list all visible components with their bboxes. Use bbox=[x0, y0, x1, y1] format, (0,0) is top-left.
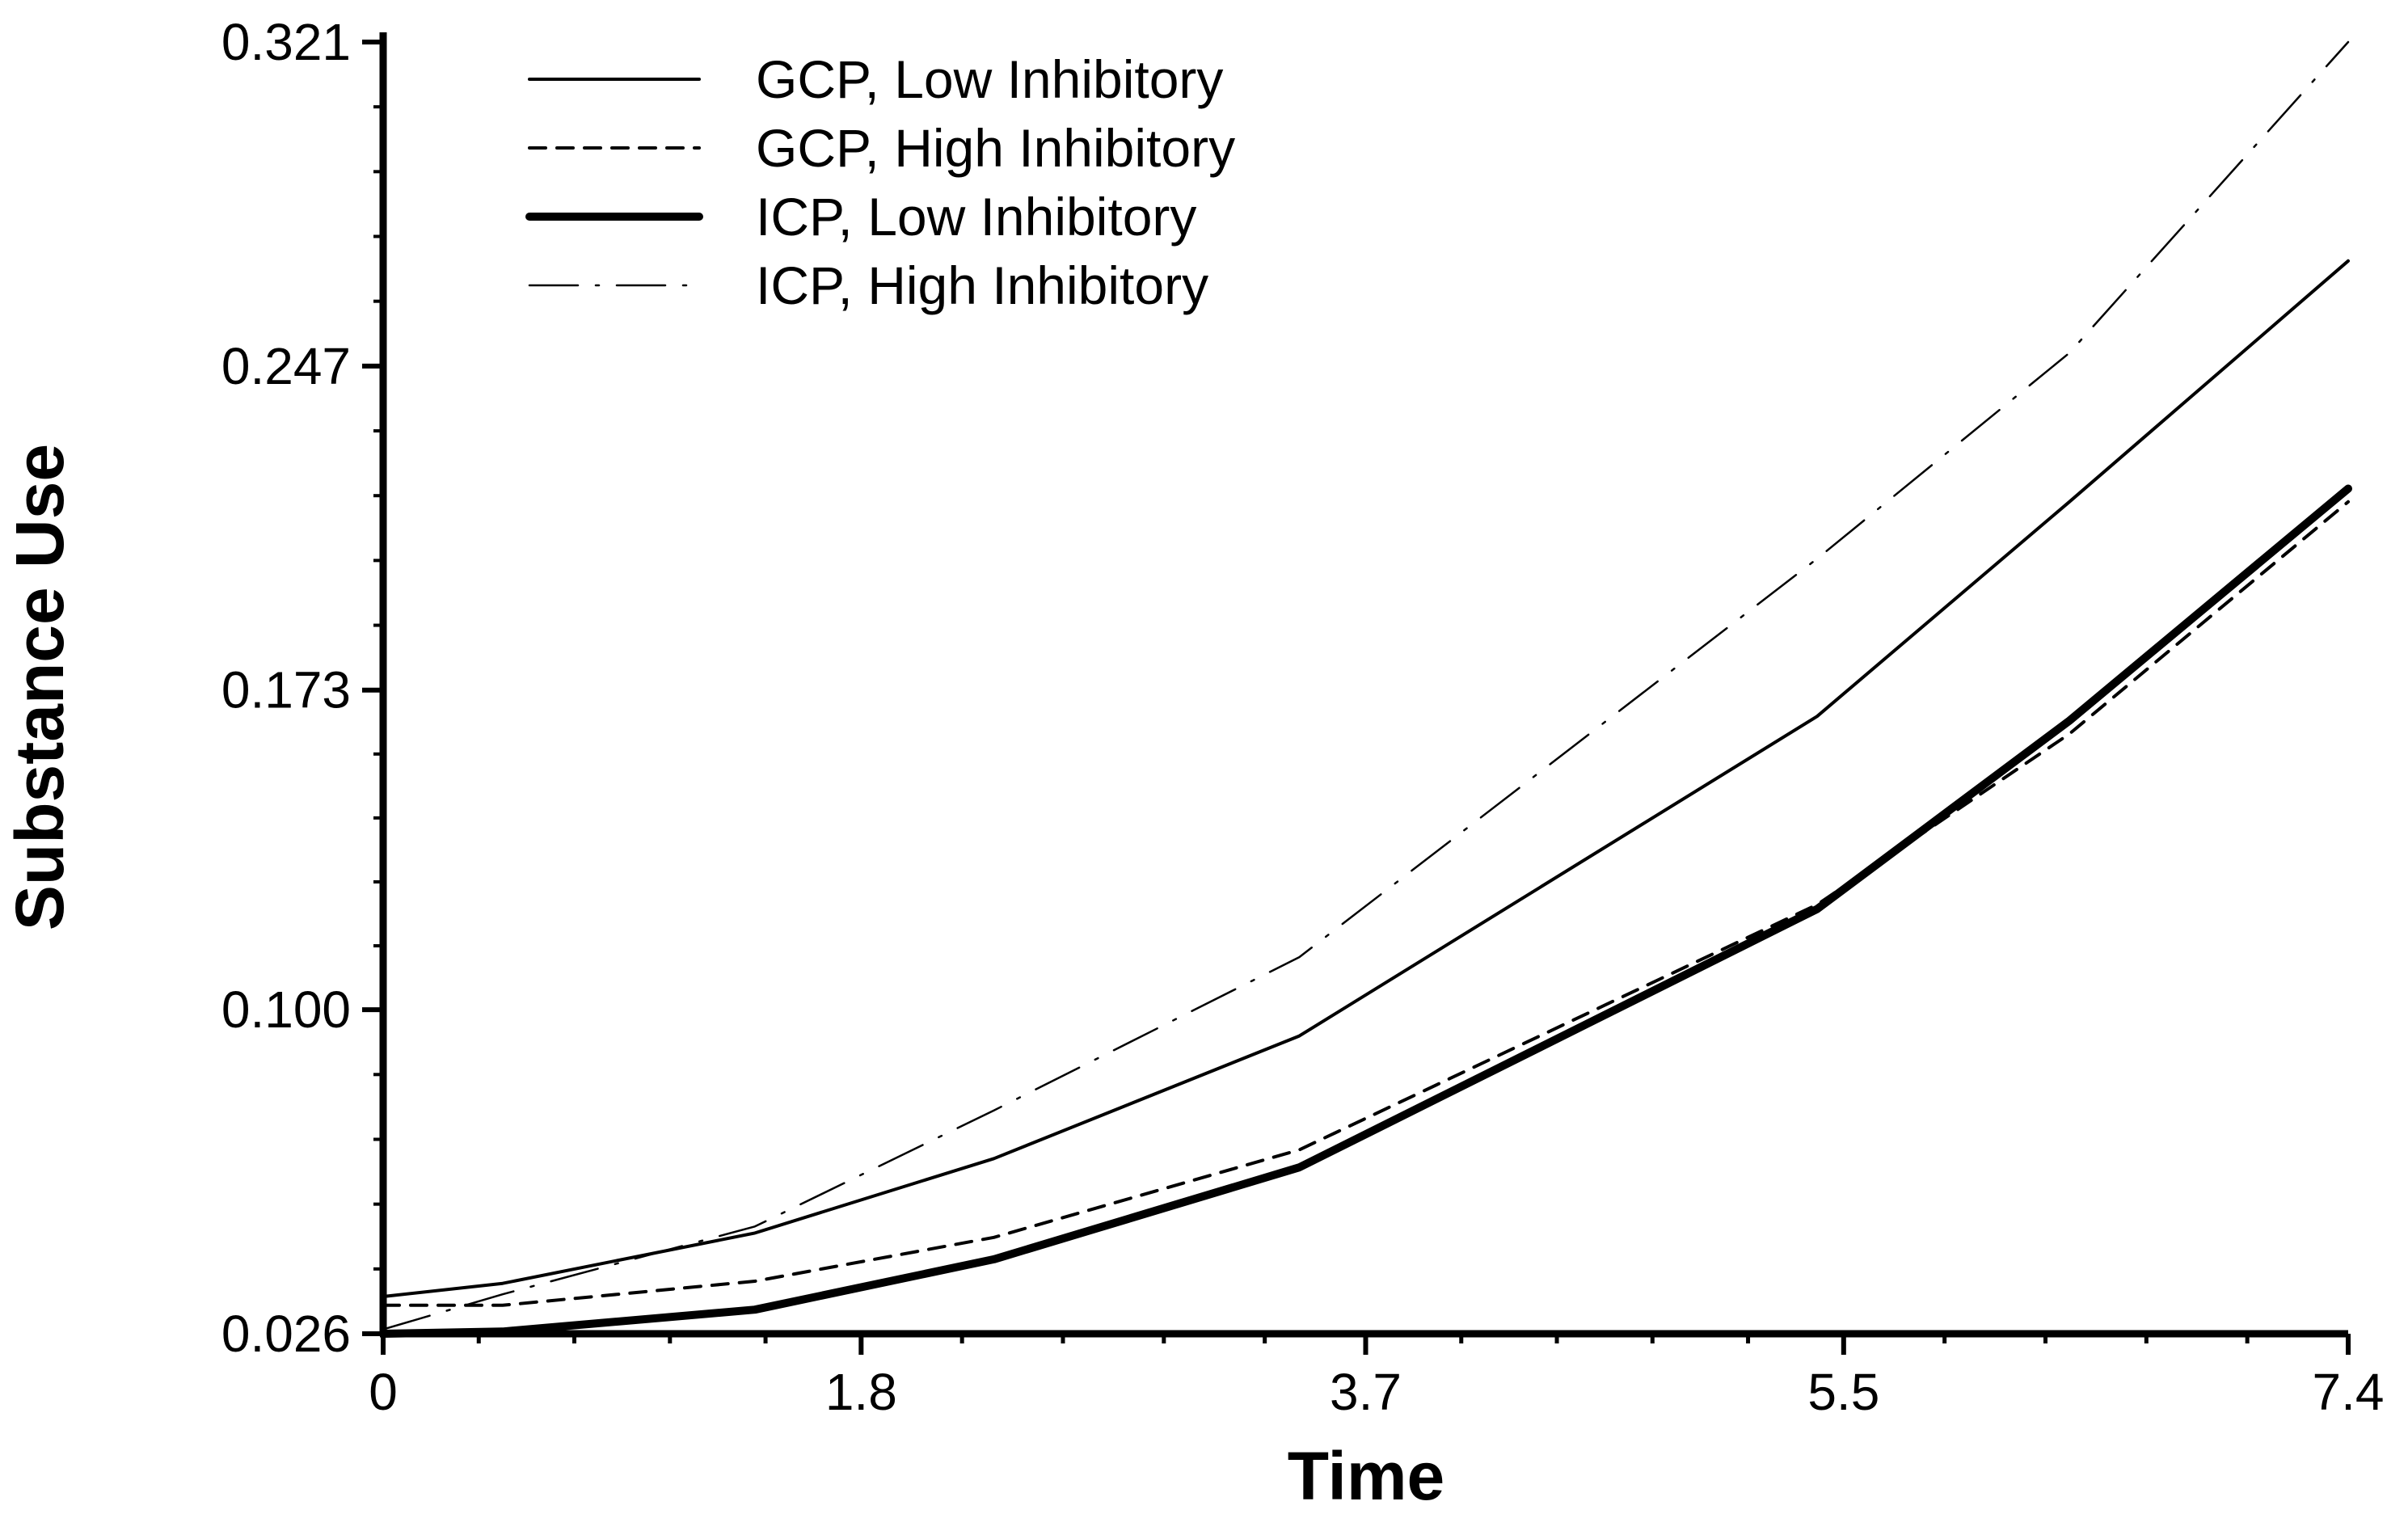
minor-ticks bbox=[373, 105, 2250, 1343]
series-line-icp-high-inhibitory bbox=[382, 40, 2350, 1331]
legend-label-icp-high-inhibitory: ICP, High Inhibitory bbox=[756, 255, 1208, 315]
y-tick-label: 0.321 bbox=[221, 13, 351, 71]
legend-label-icp-low-inhibitory: ICP, Low Inhibitory bbox=[756, 187, 1196, 247]
legend: GCP, Low Inhibitory GCP, High Inhibitory I… bbox=[525, 49, 1235, 315]
y-tick-label: 0.026 bbox=[221, 1305, 351, 1363]
series-line-gcp-low-inhibitory bbox=[382, 259, 2350, 1298]
tick-labels: 0.026 0.100 0.173 0.247 0.321 0 1.8 3.7 5.5 7.4 bbox=[221, 13, 2385, 1421]
x-tick-label: 3.7 bbox=[1330, 1363, 1402, 1421]
legend-label-gcp-high-inhibitory: GCP, High Inhibitory bbox=[756, 118, 1235, 178]
y-tick-label: 0.247 bbox=[221, 337, 351, 395]
x-tick-label: 1.8 bbox=[825, 1363, 897, 1421]
x-axis-title: Time bbox=[1288, 1438, 1445, 1514]
x-tick-label: 0 bbox=[369, 1363, 398, 1421]
series-line-icp-low-inhibitory bbox=[379, 484, 2352, 1338]
y-tick-label: 0.173 bbox=[221, 661, 351, 719]
legend-label-gcp-low-inhibitory: GCP, Low Inhibitory bbox=[756, 49, 1223, 109]
x-tick-label: 5.5 bbox=[1807, 1363, 1879, 1421]
y-tick-label: 0.100 bbox=[221, 981, 351, 1039]
series-line-gcp-high-inhibitory bbox=[382, 500, 2350, 1307]
series-lines bbox=[379, 40, 2352, 1338]
y-axis-title: Substance Use bbox=[2, 444, 78, 930]
major-ticks bbox=[362, 40, 2351, 1355]
x-tick-label: 7.4 bbox=[2313, 1363, 2385, 1421]
